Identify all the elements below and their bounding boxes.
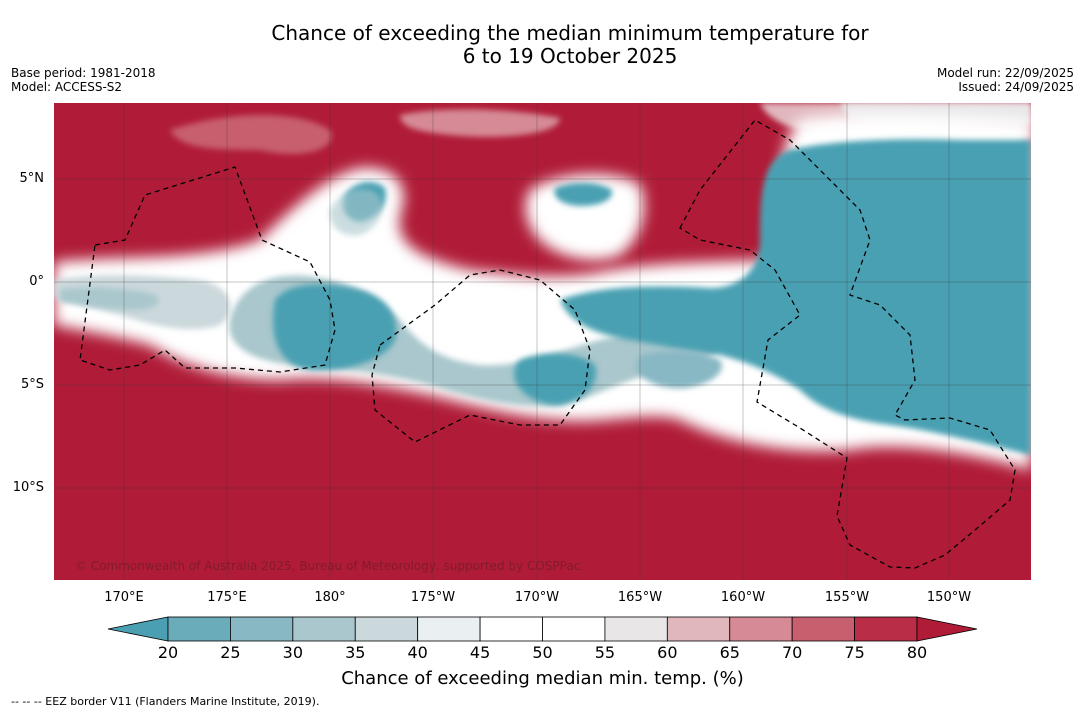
- colorbar-tick-label: 55: [594, 643, 616, 662]
- north-pink-patch: [170, 115, 332, 154]
- issued-date: Issued: 24/09/2025: [958, 80, 1074, 94]
- colorbar-low-extension: [107, 616, 169, 642]
- north-cool-patch: [554, 182, 613, 206]
- colorbar-tick-label: 75: [844, 643, 865, 662]
- colorbar-high-extension: [916, 616, 978, 642]
- colorbar-tick-label: 80: [906, 643, 928, 662]
- colorbar-bin: [167, 616, 231, 642]
- eez-border-kiribati-gilbert: [79, 166, 336, 373]
- colorbar-tick-label: 50: [532, 643, 553, 662]
- graticule: [54, 103, 1031, 580]
- northwest-cool-patch-outer: [329, 189, 383, 236]
- probability-field: [54, 103, 1031, 580]
- colorbar-bin: [479, 616, 543, 642]
- lon-label: 175°E: [207, 590, 247, 605]
- lon-label: 165°W: [617, 590, 663, 605]
- main-cool-core: [560, 139, 1031, 456]
- lon-label: 155°W: [824, 590, 870, 605]
- meta-left: Base period: 1981-2018 Model: ACCESS-S2: [11, 66, 156, 94]
- colorbar-bin: [604, 616, 668, 642]
- colorbar-title: Chance of exceeding median min. temp. (%…: [341, 668, 744, 689]
- colorbar-bin: [791, 616, 855, 642]
- colorbar-bin: [729, 616, 793, 642]
- south-cool-core: [514, 353, 596, 406]
- western-cool-tongue-inner: [60, 287, 159, 310]
- colorbar-bin: [230, 616, 294, 642]
- colorbar-tick-label: 60: [657, 643, 678, 662]
- model-name: Model: ACCESS-S2: [11, 80, 123, 94]
- lon-label: 160°W: [720, 590, 766, 605]
- colorbar-bin: [542, 616, 606, 642]
- north-pink-patch-2: [400, 109, 560, 137]
- colorbar-bin: [417, 616, 481, 642]
- colorbar-bin: [292, 616, 356, 642]
- colorbar-tick-label: 30: [282, 643, 304, 662]
- colorbar-tick-label: 25: [220, 643, 241, 662]
- colorbar-tick-label: 20: [157, 643, 179, 662]
- base-period: Base period: 1981-2018: [11, 66, 156, 80]
- colorbar-tick-label: 40: [407, 643, 428, 662]
- lat-label: 10°S: [12, 480, 44, 495]
- lat-label: 0°: [29, 274, 44, 289]
- eez-legend-footer: -- -- -- EEZ border V11 (Flanders Marine…: [11, 695, 320, 708]
- title-line-1: Chance of exceeding the median minimum t…: [271, 21, 869, 45]
- lon-label: 170°W: [514, 590, 560, 605]
- map-title: Chance of exceeding the median minimum t…: [0, 22, 1085, 68]
- colorbar: [107, 616, 978, 642]
- mid-cool-patch: [636, 350, 722, 389]
- lat-label: 5°S: [20, 377, 44, 392]
- lon-label: 175°W: [410, 590, 456, 605]
- colorbar-tick-label: 45: [469, 643, 491, 662]
- model-run: Model run: 22/09/2025: [936, 66, 1074, 80]
- copyright-notice: © Commonwealth of Australia 2025, Bureau…: [75, 559, 581, 573]
- lon-label: 150°W: [926, 590, 972, 605]
- meta-right: Model run: 22/09/2025 Issued: 24/09/2025: [937, 66, 1074, 94]
- eez-border-central: [371, 269, 591, 443]
- colorbar-bin: [354, 616, 419, 642]
- colorbar-bin: [854, 616, 918, 642]
- colorbar-tick-label: 35: [345, 643, 366, 662]
- lon-label: 180°: [314, 590, 346, 605]
- central-cool-core: [273, 284, 397, 371]
- lon-label: 170°E: [104, 590, 144, 605]
- title-line-2: 6 to 19 October 2025: [462, 44, 678, 68]
- north-central-neutral: [525, 174, 644, 260]
- colorbar-bin: [666, 616, 731, 642]
- colorbar-tick-label: 65: [719, 643, 740, 662]
- eez-border-line-islands: [679, 119, 1016, 569]
- colorbar-tick-label: 70: [781, 643, 803, 662]
- eez-borders: [79, 119, 1016, 569]
- lat-label: 5°N: [19, 171, 45, 186]
